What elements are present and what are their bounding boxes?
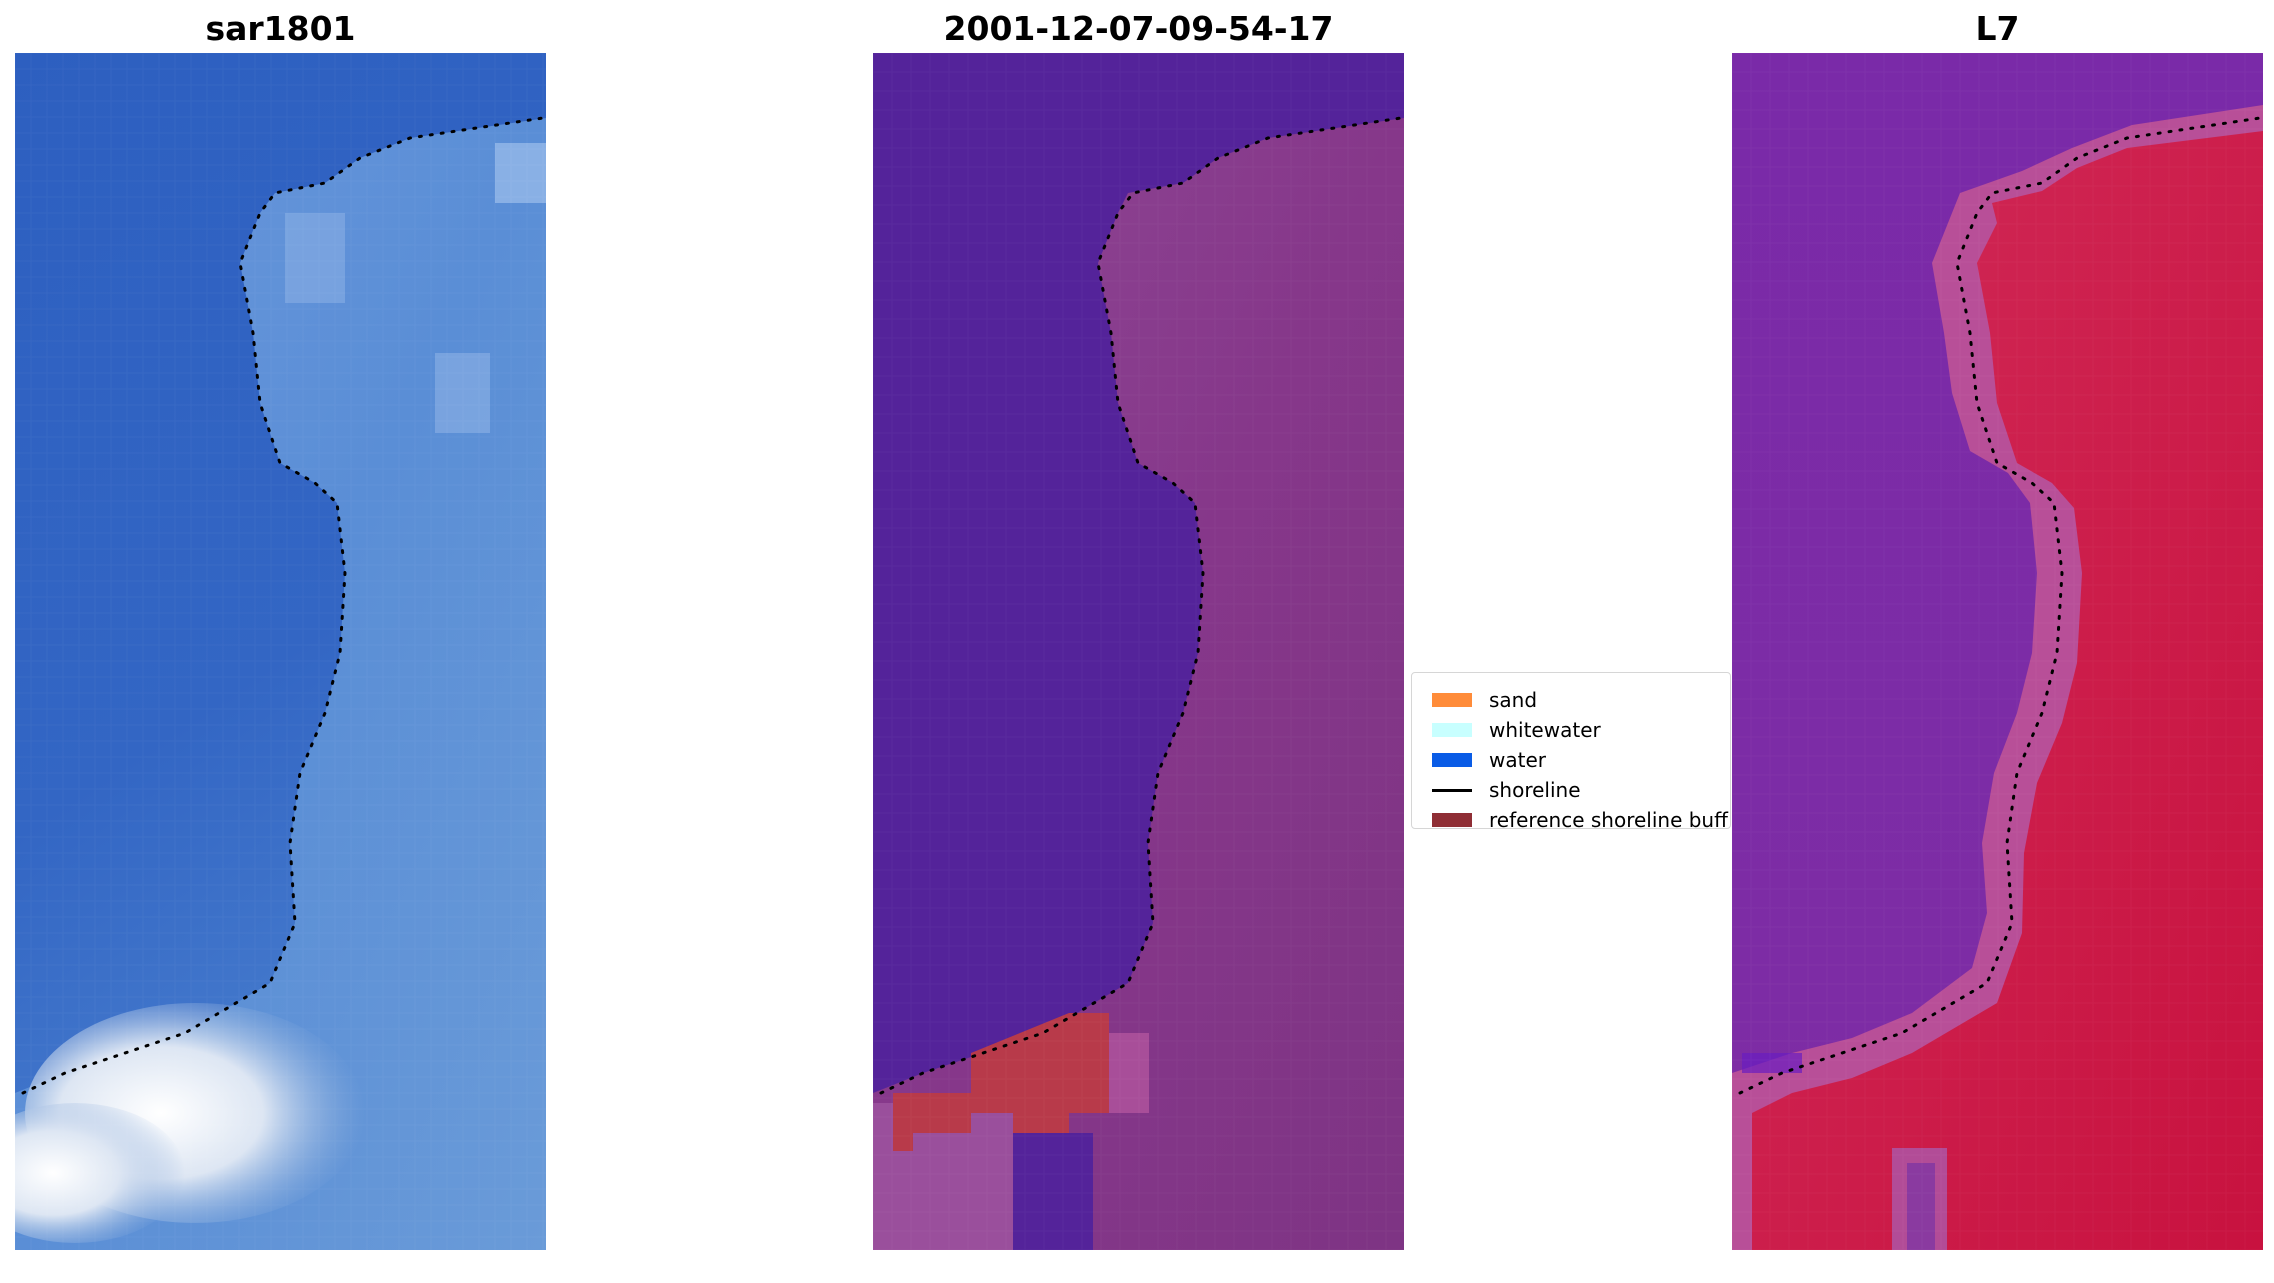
reference-buffer-swatch bbox=[1432, 813, 1472, 827]
sand-swatch bbox=[1432, 693, 1472, 707]
l7-image-panel bbox=[1732, 53, 2263, 1250]
rgb-image-panel bbox=[15, 53, 546, 1250]
legend-label: whitewater bbox=[1489, 718, 1601, 742]
shoreline bbox=[1738, 116, 2262, 1095]
classified-image-panel bbox=[873, 53, 1404, 1250]
panel-title-date: 2001-12-07-09-54-17 bbox=[943, 9, 1334, 48]
water-swatch bbox=[1432, 753, 1472, 767]
legend-label: sand bbox=[1489, 688, 1538, 712]
panel-title-l7: L7 bbox=[1975, 9, 2020, 48]
legend-label: water bbox=[1489, 748, 1546, 772]
shoreline-line-swatch bbox=[1432, 789, 1472, 792]
rgb-image bbox=[15, 53, 546, 1250]
shoreline bbox=[21, 116, 545, 1095]
legend-label: shoreline bbox=[1489, 778, 1581, 802]
l7-image bbox=[1732, 53, 2263, 1250]
shoreline bbox=[879, 116, 1403, 1095]
legend-label: reference shoreline buff bbox=[1489, 808, 1728, 829]
legend: sand whitewater water shoreline referenc… bbox=[1411, 672, 1731, 829]
whitewater-swatch bbox=[1432, 723, 1472, 737]
classified-image bbox=[873, 53, 1404, 1250]
panel-title-sar1801: sar1801 bbox=[205, 9, 356, 48]
